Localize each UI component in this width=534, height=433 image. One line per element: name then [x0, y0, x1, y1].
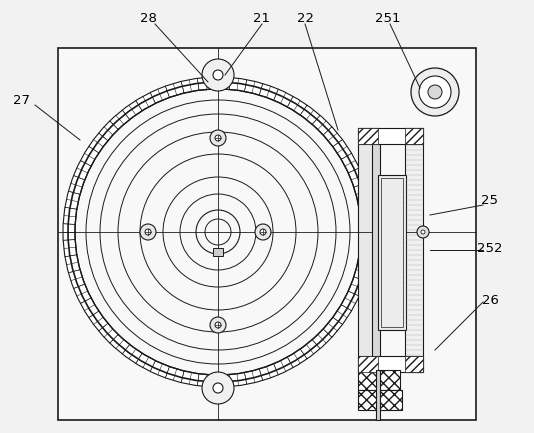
Circle shape — [210, 130, 226, 146]
Text: 28: 28 — [139, 12, 156, 25]
Bar — [358, 356, 378, 372]
Circle shape — [411, 68, 459, 116]
Text: 26: 26 — [482, 294, 498, 307]
Bar — [358, 356, 423, 372]
Text: 252: 252 — [477, 242, 502, 255]
Circle shape — [202, 372, 234, 404]
Text: 21: 21 — [254, 12, 271, 25]
Circle shape — [210, 317, 226, 333]
Circle shape — [215, 322, 221, 328]
Text: 251: 251 — [375, 12, 400, 25]
Circle shape — [140, 224, 156, 240]
Bar — [380, 370, 400, 390]
Bar — [58, 48, 476, 420]
Circle shape — [260, 229, 266, 235]
Text: 27: 27 — [13, 94, 30, 107]
Circle shape — [417, 226, 429, 238]
Bar — [378, 175, 406, 330]
Wedge shape — [63, 77, 373, 387]
Bar — [358, 128, 378, 144]
Bar — [358, 128, 423, 144]
Circle shape — [213, 70, 223, 80]
Circle shape — [215, 135, 221, 141]
Bar — [405, 128, 423, 372]
Bar — [358, 390, 402, 410]
Circle shape — [202, 59, 234, 91]
Circle shape — [255, 224, 271, 240]
Text: 22: 22 — [296, 12, 313, 25]
Circle shape — [428, 85, 442, 99]
Bar — [405, 128, 423, 144]
Bar — [376, 370, 380, 420]
Circle shape — [145, 229, 151, 235]
Bar — [213, 248, 223, 256]
Circle shape — [421, 230, 425, 234]
Bar — [358, 370, 378, 390]
Bar — [372, 143, 380, 372]
Text: 25: 25 — [482, 194, 499, 207]
Bar — [405, 356, 423, 372]
Circle shape — [213, 383, 223, 393]
Circle shape — [419, 76, 451, 108]
Bar — [358, 128, 378, 372]
Bar — [381, 178, 403, 327]
